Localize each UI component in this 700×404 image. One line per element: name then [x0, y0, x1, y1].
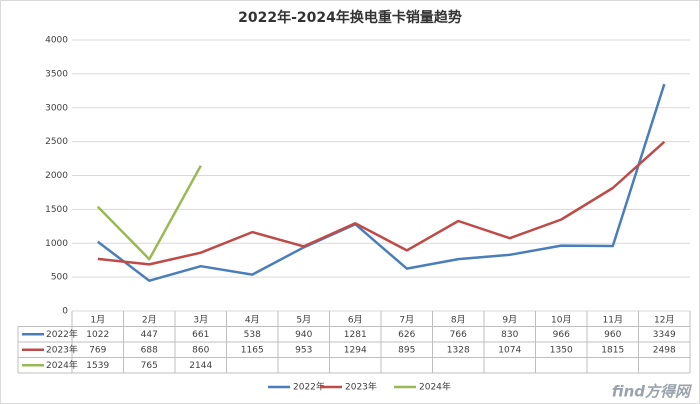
- y-tick-label: 0: [62, 307, 68, 317]
- x-tick-label: 8月: [451, 314, 466, 325]
- y-tick-label: 500: [51, 273, 68, 283]
- y-tick-label: 4000: [45, 36, 68, 46]
- table-value: 538: [244, 330, 261, 340]
- legend-label: 2022年: [293, 381, 325, 393]
- x-tick-label: 1月: [90, 314, 105, 325]
- table-value: 661: [192, 330, 209, 340]
- table-value: 830: [501, 330, 518, 340]
- y-tick-label: 3000: [45, 103, 68, 113]
- line-series: [96, 165, 202, 261]
- table-row-label: 2023年: [46, 343, 78, 355]
- x-tick-label: 11月: [603, 314, 623, 325]
- table-value: 2144: [189, 361, 212, 371]
- table-value: 769: [89, 345, 106, 355]
- table-row-label: 2024年: [46, 359, 78, 371]
- x-tick-label: 9月: [502, 314, 517, 325]
- y-tick-label: 2000: [45, 171, 68, 181]
- x-tick-label: 4月: [245, 314, 260, 325]
- x-tick-label: 5月: [296, 314, 311, 325]
- table-value: 1328: [447, 345, 470, 355]
- x-tick-label: 7月: [399, 314, 414, 325]
- table-value: 860: [192, 345, 209, 355]
- line-series: [97, 140, 666, 266]
- x-tick-label: 12月: [654, 314, 674, 325]
- y-tick-label: 2500: [45, 137, 68, 147]
- table-row-label: 2022年: [46, 328, 78, 340]
- table-value: 447: [141, 330, 158, 340]
- table-value: 766: [450, 330, 467, 340]
- table-value: 1022: [86, 330, 109, 340]
- table-value: 1165: [241, 345, 264, 355]
- legend-label: 2023年: [345, 381, 377, 393]
- table-value: 1294: [344, 345, 367, 355]
- x-tick-label: 2月: [142, 314, 157, 325]
- table-value: 1539: [86, 361, 109, 371]
- table-value: 1281: [344, 330, 367, 340]
- table-value: 1074: [498, 345, 521, 355]
- table-value: 765: [141, 361, 158, 371]
- watermark: find方得网: [612, 383, 693, 401]
- legend-label: 2024年: [419, 381, 451, 393]
- table-value: 1815: [601, 345, 624, 355]
- table-value: 966: [553, 330, 570, 340]
- x-tick-label: 10月: [551, 314, 571, 325]
- x-tick-label: 6月: [348, 314, 363, 325]
- table-value: 688: [141, 345, 158, 355]
- y-tick-label: 1000: [45, 239, 68, 249]
- table-value: 960: [604, 330, 621, 340]
- table-value: 2498: [653, 345, 676, 355]
- table-value: 1350: [550, 345, 573, 355]
- table-value: 895: [398, 345, 415, 355]
- table-value: 626: [398, 330, 415, 340]
- table-value: 953: [295, 345, 312, 355]
- chart-title: 2022年-2024年换电重卡销量趋势: [238, 9, 462, 26]
- y-tick-label: 3500: [45, 69, 68, 79]
- table-value: 940: [295, 330, 312, 340]
- x-tick-label: 3月: [193, 314, 208, 325]
- line-series: [97, 83, 666, 282]
- y-tick-label: 1500: [45, 205, 68, 215]
- table-value: 3349: [653, 330, 676, 340]
